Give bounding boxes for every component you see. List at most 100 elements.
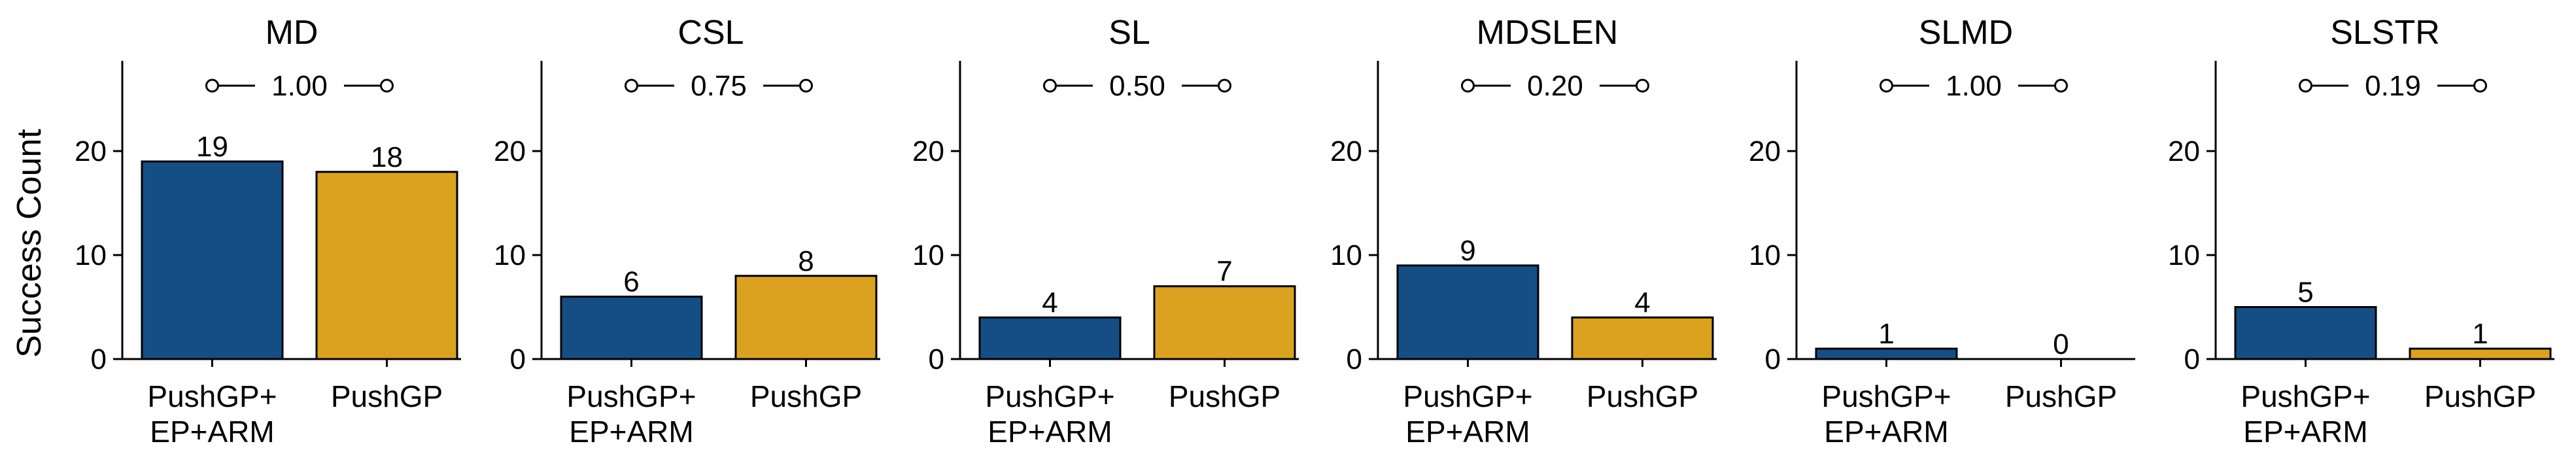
- bar-value-label: 7: [1216, 256, 1232, 288]
- bar-value-label: 1: [1878, 318, 1894, 350]
- x-tick-label-line: EP+ARM: [2243, 415, 2367, 449]
- panel-slmd: SLMD 1 PushGP+ EP+ARM 0 PushGP 0 10 20 1.00: [1749, 14, 2135, 449]
- x-tick-label-line: PushGP: [2424, 379, 2536, 413]
- x-tick-label-line: PushGP+: [2241, 379, 2370, 413]
- bar-pushgp-ep-arm: [141, 160, 284, 360]
- y-tick-label: 0: [929, 343, 944, 375]
- panel-title: SLSTR: [2330, 14, 2440, 52]
- y-tick-label: 0: [1347, 343, 1362, 375]
- bar-value-label: 4: [1042, 286, 1057, 319]
- x-tick-label-line: PushGP+: [566, 379, 696, 413]
- bar-pushgp-ep-arm: [1396, 264, 1539, 360]
- x-tick-label: PushGP: [2424, 379, 2536, 413]
- x-tick-label-line: PushGP: [1169, 379, 1280, 413]
- x-tick-label-line: EP+ARM: [1405, 415, 1530, 449]
- x-tick-label: PushGP+ EP+ARM: [1403, 379, 1532, 449]
- x-tick-label: PushGP+ EP+ARM: [985, 379, 1114, 449]
- y-tick-label: 0: [510, 343, 526, 375]
- x-tick-label: PushGP: [1169, 379, 1280, 413]
- bracket-end-marker: [1880, 78, 1893, 93]
- panel-title: CSL: [678, 14, 744, 52]
- bar-pushgp: [1571, 316, 1714, 360]
- x-tick-label: PushGP+ EP+ARM: [147, 379, 277, 449]
- bar-pushgp: [2409, 347, 2552, 360]
- y-tick-label: 0: [1765, 343, 1781, 375]
- bar-pushgp-ep-arm: [1815, 347, 1958, 360]
- y-tick-label: 20: [1749, 135, 1781, 167]
- bar-value-label: 6: [623, 266, 639, 298]
- p-value-label: 1.00: [1946, 70, 2002, 102]
- x-tick-label-line: PushGP: [1587, 379, 1698, 413]
- p-value-label: 0.19: [2365, 70, 2421, 102]
- panel-sl: SL 4 PushGP+ EP+ARM 7 PushGP 0 10 20 0.50: [912, 14, 1299, 449]
- x-tick-label-line: PushGP: [331, 379, 443, 413]
- x-tick-label: PushGP+ EP+ARM: [566, 379, 696, 449]
- panel-csl: CSL 6 PushGP+ EP+ARM 8 PushGP 0 10 20 0.75: [494, 14, 880, 449]
- bar-value-label: 18: [371, 141, 403, 173]
- y-tick-label: 0: [91, 343, 107, 375]
- panel-title: MD: [266, 14, 318, 52]
- y-tick-label: 20: [912, 135, 944, 167]
- x-tick-label: PushGP: [750, 379, 862, 413]
- y-tick-label: 10: [912, 239, 944, 271]
- bracket-end-marker: [625, 78, 638, 93]
- bracket-end-marker: [1043, 78, 1057, 93]
- x-tick-label-line: EP+ARM: [987, 415, 1112, 449]
- bar-value-label: 19: [196, 131, 228, 163]
- x-tick-label: PushGP: [1587, 379, 1698, 413]
- bar-value-label: 4: [1634, 286, 1650, 319]
- bracket-end-marker: [799, 78, 813, 93]
- x-tick-label-line: EP+ARM: [569, 415, 693, 449]
- bar-pushgp-ep-arm: [2234, 306, 2377, 360]
- bar-pushgp: [1153, 285, 1296, 360]
- y-tick-label: 20: [494, 135, 526, 167]
- p-value-label: 0.75: [691, 70, 747, 102]
- panel-slstr: SLSTR 5 PushGP+ EP+ARM 1 PushGP 0 10 20 0.19: [2168, 14, 2554, 449]
- bracket-end-marker: [2299, 78, 2312, 93]
- bar-pushgp-ep-arm: [978, 316, 1122, 360]
- bracket-end-marker: [2054, 78, 2068, 93]
- bar-value-label: 9: [1460, 235, 1475, 267]
- x-tick-label-line: PushGP+: [1821, 379, 1951, 413]
- x-tick-label-line: PushGP: [750, 379, 862, 413]
- x-tick-label: PushGP+ EP+ARM: [1821, 379, 1951, 449]
- x-tick-label-line: PushGP: [2005, 379, 2117, 413]
- bracket-end-marker: [2473, 78, 2487, 93]
- bracket-end-marker: [205, 78, 219, 93]
- y-tick-label: 20: [1330, 135, 1362, 167]
- p-value-label: 0.50: [1109, 70, 1165, 102]
- y-tick-label: 20: [2168, 135, 2200, 167]
- x-tick-label-line: EP+ARM: [1824, 415, 1948, 449]
- y-tick-label: 10: [1749, 239, 1781, 271]
- bracket-end-marker: [1461, 78, 1475, 93]
- x-tick-label: PushGP: [2005, 379, 2117, 413]
- panel-title: MDSLEN: [1477, 14, 1619, 52]
- y-tick-label: 10: [75, 239, 107, 271]
- bracket-end-marker: [1636, 78, 1649, 93]
- x-tick-label-line: EP+ARM: [150, 415, 274, 449]
- x-tick-label-line: PushGP+: [1403, 379, 1532, 413]
- p-value-label: 0.20: [1527, 70, 1583, 102]
- bracket-end-marker: [1218, 78, 1231, 93]
- bracket-end-marker: [380, 78, 394, 93]
- bar-pushgp-ep-arm: [560, 296, 703, 360]
- x-tick-label: PushGP+ EP+ARM: [2241, 379, 2370, 449]
- bar-value-label: 8: [798, 245, 814, 277]
- y-tick-label: 20: [75, 135, 107, 167]
- y-tick-label: 10: [1330, 239, 1362, 271]
- y-axis-label: Success Count: [10, 129, 48, 358]
- x-tick-label-line: PushGP+: [147, 379, 277, 413]
- bar-value-label: 0: [2053, 328, 2069, 360]
- y-tick-label: 0: [2184, 343, 2200, 375]
- bar-pushgp: [315, 171, 458, 360]
- y-tick-label: 10: [2168, 239, 2200, 271]
- y-tick-label: 10: [494, 239, 526, 271]
- x-tick-label-line: PushGP+: [985, 379, 1114, 413]
- p-value-label: 1.00: [271, 70, 328, 102]
- x-tick-label: PushGP: [331, 379, 443, 413]
- panel-mdslen: MDSLEN 9 PushGP+ EP+ARM 4 PushGP 0 10 20 0.20: [1330, 14, 1717, 449]
- bar-value-label: 5: [2297, 277, 2313, 309]
- panel-title: SLMD: [1919, 14, 2013, 52]
